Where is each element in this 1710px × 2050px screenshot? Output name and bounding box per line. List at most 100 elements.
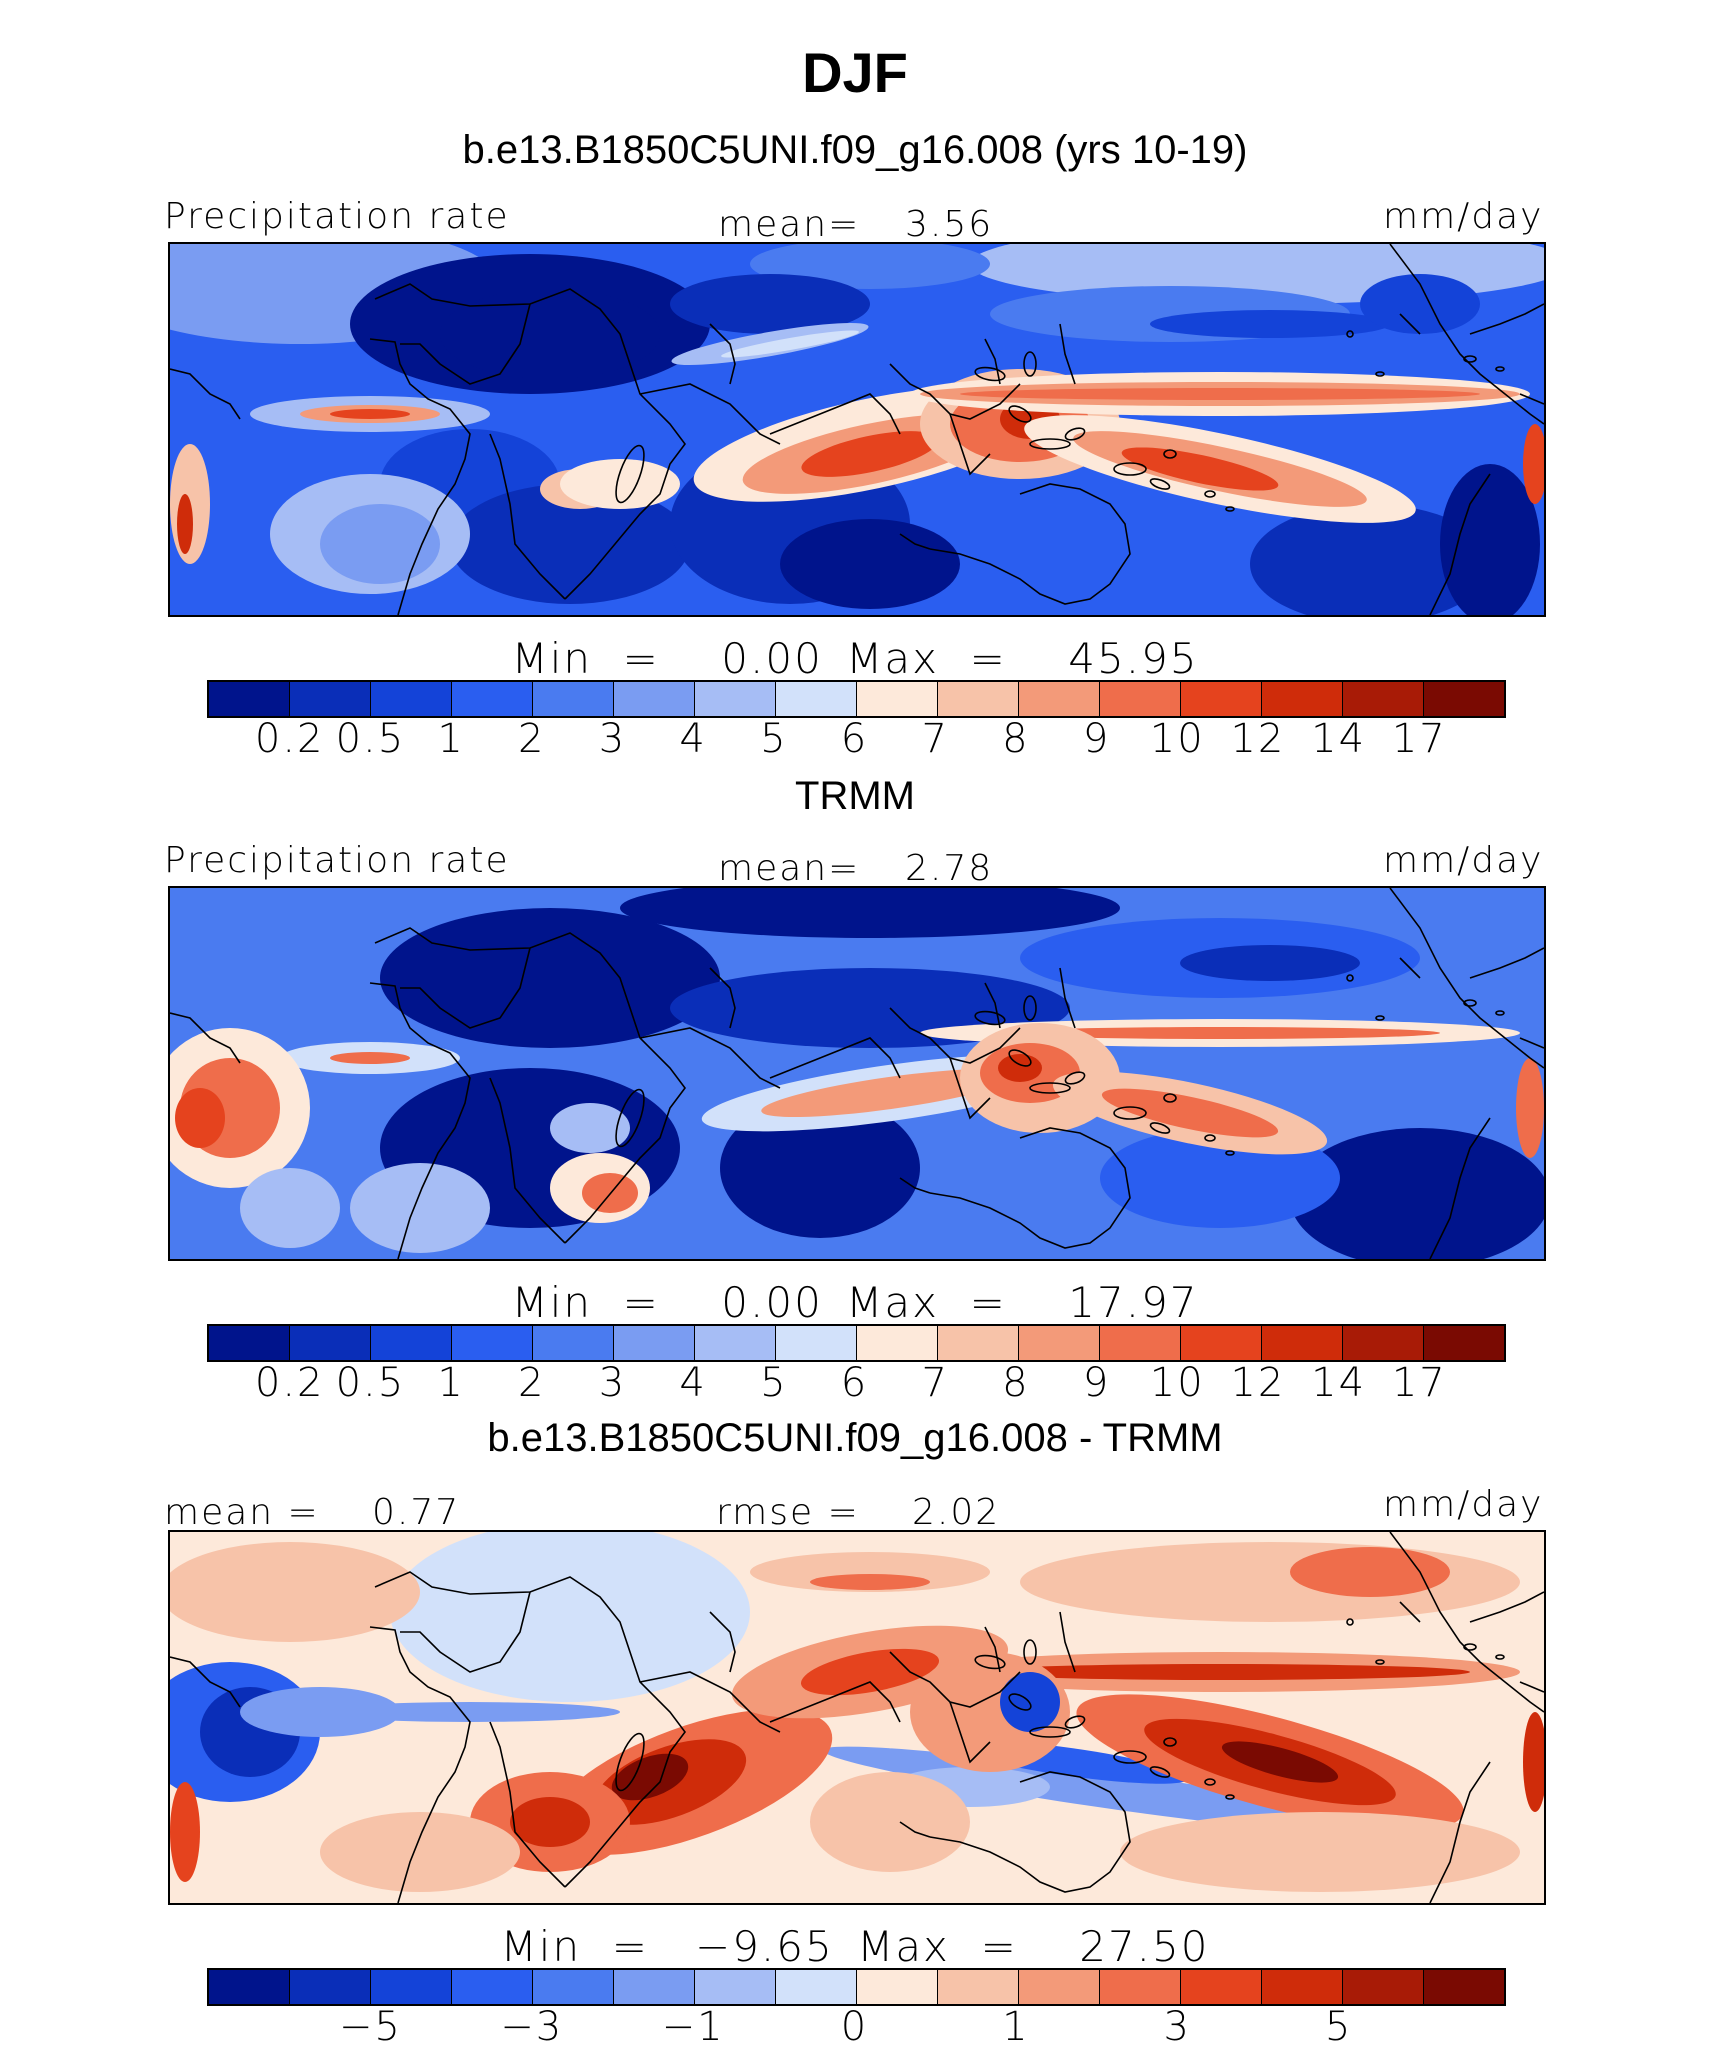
panel2-mean-label: mean= (718, 848, 861, 889)
panel3-min-value: −9.65 (695, 1922, 834, 1971)
panel2-title: TRMM (795, 774, 915, 818)
panel1-mean-label: mean= (718, 204, 861, 245)
panel3-max-value: 27.50 (1079, 1922, 1210, 1971)
panel2-colorbar-tick-label: 10 (1149, 1360, 1205, 1406)
panel1-colorbar-swatch (1424, 682, 1504, 716)
panel1-map (168, 242, 1546, 617)
panel1-max-value: 45.95 (1068, 634, 1199, 683)
panel3-colorbar-swatch (1181, 1970, 1262, 2004)
panel2-colorbar-swatch (209, 1326, 290, 1360)
panel3-min-label: Min (500, 1922, 582, 1971)
panel3-colorbar-swatch (1343, 1970, 1424, 2004)
panel2-map (168, 886, 1546, 1261)
panel2-max-label: Max (846, 1278, 939, 1327)
panel3-colorbar-tick-label: −3 (500, 2004, 564, 2050)
panel3-colorbar-tick-label: 0 (840, 2004, 869, 2050)
panel3-colorbar-swatch (776, 1970, 857, 2004)
panel3-colorbar-swatch (371, 1970, 452, 2004)
panel3-colorbar-swatch (614, 1970, 695, 2004)
panel1-colorbar-tick-label: 4 (679, 716, 707, 762)
panel2-colorbar-swatch (857, 1326, 938, 1360)
panel2-min-label: Min (511, 1278, 592, 1327)
panel1-colorbar-tick-label: 5 (760, 716, 788, 762)
panel1-minmax: Min = 0.00 Max = 45.95 (511, 634, 1199, 683)
panel2-colorbar-swatch (533, 1326, 614, 1360)
panel3-rmse-label: rmse = (716, 1492, 860, 1533)
panel2-colorbar-swatch (1424, 1326, 1504, 1360)
panel2-colorbar-swatch (452, 1326, 533, 1360)
panel3-colorbar-swatch (533, 1970, 614, 2004)
panel3-max-label: Max (857, 1922, 950, 1971)
panel2-colorbar-tick-label: 1 (437, 1360, 465, 1406)
panel1-colorbar-swatch (1262, 682, 1343, 716)
panel1-min-value: 0.00 (721, 634, 823, 683)
panel3-colorbar-tick-label: 5 (1324, 2004, 1353, 2050)
panel2-colorbar-tick-label: 5 (760, 1360, 788, 1406)
panel1-colorbar-tick-label: 6 (840, 716, 869, 762)
panel2-colorbar-swatch (1181, 1326, 1262, 1360)
figure-title: DJF (802, 41, 908, 104)
panel1-colorbar-swatch (938, 682, 1019, 716)
panel2-colorbar-tick-label: 12 (1230, 1360, 1286, 1406)
panel3-colorbar-swatch (290, 1970, 371, 2004)
panel2-colorbar-swatch (1019, 1326, 1100, 1360)
panel2-colorbar-tick-label: 7 (921, 1360, 949, 1406)
panel3-minmax: Min = −9.65 Max = 27.50 (500, 1922, 1210, 1971)
panel2-mean-value: 2.78 (905, 848, 994, 889)
panel1-colorbar-swatch (1181, 682, 1262, 716)
panel3-colorbar-swatch (1262, 1970, 1343, 2004)
panel3-colorbar-swatch (857, 1970, 938, 2004)
panel1-colorbar-tick-label: 2 (518, 716, 546, 762)
panel2-colorbar-tick-label: 2 (518, 1360, 546, 1406)
panel1-colorbar-swatch (776, 682, 857, 716)
panel1-colorbar-tick-label: 10 (1149, 716, 1205, 762)
panel1-title: b.e13.B1850C5UNI.f09_g16.008 (yrs 10-19) (462, 128, 1248, 172)
panel1-colorbar-swatch (452, 682, 533, 716)
panel1-variable-label: Precipitation rate (164, 196, 510, 237)
panel2-units: mm/day (1383, 840, 1544, 881)
panel2-colorbar-swatch (371, 1326, 452, 1360)
panel2-colorbar-swatch (938, 1326, 1019, 1360)
panel2-colorbar-tick-label: 4 (679, 1360, 707, 1406)
panel1-colorbar-tick-label: 14 (1311, 716, 1367, 762)
panel1-colorbar-tick-label: 8 (1002, 716, 1030, 762)
panel1-colorbar-swatch (1019, 682, 1100, 716)
panel1-colorbar-tick-label: 12 (1230, 716, 1286, 762)
panel1-colorbar-swatch (614, 682, 695, 716)
panel1-max-label: Max (846, 634, 939, 683)
panel2-variable-label: Precipitation rate (164, 840, 510, 881)
panel3-colorbar-swatch (1019, 1970, 1100, 2004)
panel1-colorbar-tick-label: 7 (921, 716, 949, 762)
panel3-colorbar-swatch (209, 1970, 290, 2004)
panel2-colorbar-swatch (290, 1326, 371, 1360)
panel2-minmax: Min = 0.00 Max = 17.97 (511, 1278, 1199, 1327)
panel3-title: b.e13.B1850C5UNI.f09_g16.008 - TRMM (487, 1416, 1223, 1460)
panel2-colorbar-swatch (1262, 1326, 1343, 1360)
panel1-colorbar-swatch (209, 682, 290, 716)
panel2-max-value: 17.97 (1068, 1278, 1199, 1327)
panel1-mean-value: 3.56 (905, 204, 994, 245)
panel3-mean-value: 0.77 (372, 1492, 461, 1533)
panel1-colorbar-swatch (1100, 682, 1181, 716)
panel3-colorbar-tick-label: −1 (661, 2004, 725, 2050)
panel2-colorbar-tick-label: 3 (598, 1360, 627, 1406)
panel3-mean-label: mean = (164, 1492, 320, 1533)
panel2-colorbar (207, 1324, 1506, 1362)
panel2-colorbar-swatch (1100, 1326, 1181, 1360)
panel2-colorbar-tick-label: 14 (1311, 1360, 1367, 1406)
panel3-rmse-value: 2.02 (912, 1492, 1001, 1533)
panel3-colorbar-swatch (452, 1970, 533, 2004)
panel3-colorbar-swatch (695, 1970, 776, 2004)
panel1-colorbar-swatch (290, 682, 371, 716)
panel2-colorbar-swatch (1343, 1326, 1424, 1360)
panel2-colorbar-tick-label: 0.2 (254, 1360, 325, 1406)
panel3-colorbar-tick-label: 1 (1002, 2004, 1030, 2050)
panel3-colorbar-swatch (1424, 1970, 1504, 2004)
panel1-colorbar-tick-label: 0.2 (254, 716, 325, 762)
panel1-units: mm/day (1383, 196, 1544, 237)
panel1-colorbar-swatch (695, 682, 776, 716)
panel1-colorbar-tick-label: 17 (1391, 716, 1447, 762)
panel2-colorbar-swatch (614, 1326, 695, 1360)
panel1-colorbar-swatch (533, 682, 614, 716)
panel2-colorbar-tick-label: 0.5 (335, 1360, 406, 1406)
